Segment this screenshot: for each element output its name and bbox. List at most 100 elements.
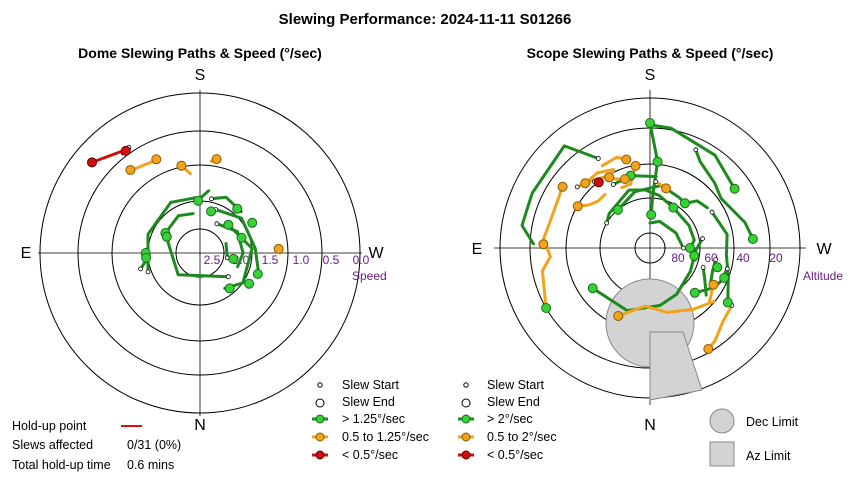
dome-speed-ticks: 2.5 2.0 1.5 1.0 0.5 0.0 xyxy=(204,253,370,267)
scope-compass-south: S xyxy=(645,67,656,84)
scope-slew-end-mid xyxy=(572,201,583,212)
scope-slew-start xyxy=(680,245,686,251)
holdup-time-value: 0.6 mins xyxy=(127,458,174,472)
legend-end-swatch xyxy=(461,398,471,408)
scope-slew-end-fast xyxy=(668,202,679,213)
dome-slew-end-fast xyxy=(161,231,172,242)
dome-compass-south: S xyxy=(195,67,206,84)
dome-legend-mid: 0.5 to 1.25°/sec xyxy=(342,430,429,444)
dome-slew-start xyxy=(145,269,151,275)
dome-slew-end-fast xyxy=(193,195,204,206)
dome-slew-end-fast xyxy=(252,269,263,279)
scope-tick-label: 20 xyxy=(769,251,783,265)
limits-legend: Dec Limit Az Limit xyxy=(709,408,799,467)
scope-slew-end-mid xyxy=(661,183,671,194)
dome-tick-label: 0.0 xyxy=(353,253,370,267)
scope-slew-end-mid xyxy=(708,279,719,290)
scope-slew-end-fast xyxy=(587,283,598,294)
dome-slew-end-mid xyxy=(176,160,187,171)
scope-legend-fast: > 2°/sec xyxy=(487,412,533,426)
dome-tick-label: 0.5 xyxy=(323,253,340,267)
scope-legend: Slew Start Slew End > 2°/sec 0.5 to 2°/s… xyxy=(458,378,557,462)
scope-slew-end-mid xyxy=(557,181,568,192)
scope-slew-end-fast xyxy=(747,234,758,244)
scope-chart-title: Scope Slewing Paths & Speed (°/sec) xyxy=(527,45,774,61)
az-limit-region xyxy=(649,331,703,401)
legend-start-swatch xyxy=(463,382,469,388)
dome-compass-east: E xyxy=(21,245,32,262)
dome-legend-slow: < 0.5°/sec xyxy=(342,448,398,462)
scope-slew-end-fast xyxy=(652,156,663,167)
az-limit-label: Az Limit xyxy=(746,449,791,463)
dome-slew-end-slow xyxy=(87,157,97,168)
scope-slew-start xyxy=(574,184,580,190)
scope-slew-start xyxy=(610,182,616,187)
dome-tick-label: 2.5 xyxy=(204,253,221,267)
scope-slew-start xyxy=(693,147,699,153)
dome-slew-end-fast xyxy=(244,278,255,289)
dome-slew-end-mid xyxy=(125,165,136,175)
holdup-time-label: Total hold-up time xyxy=(12,458,111,472)
dome-tick-label: 1.0 xyxy=(293,253,310,267)
scope-compass-east: E xyxy=(472,241,483,258)
dome-slew-start xyxy=(214,221,220,227)
dome-slew-end-fast xyxy=(228,253,239,264)
dome-slew-end-slow xyxy=(120,145,131,156)
scope-slew-end-fast xyxy=(712,262,723,273)
dome-slew-end-fast xyxy=(236,232,247,243)
scope-slew-end-fast xyxy=(719,273,730,283)
dome-slew-markers xyxy=(87,145,284,294)
dome-slew-start xyxy=(209,196,214,202)
dome-slew-end-fast xyxy=(247,217,258,228)
scope-slew-path-mid xyxy=(576,192,607,208)
dome-axis-name: Speed xyxy=(352,269,387,283)
dome-legend-end: Slew End xyxy=(342,395,395,409)
dome-slew-end-fast xyxy=(224,283,235,294)
scope-slew-end-mid xyxy=(619,174,630,185)
scope-slew-start xyxy=(604,220,610,226)
dec-limit-swatch xyxy=(709,408,735,434)
scope-slew-end-mid xyxy=(621,154,632,165)
dome-compass-north: N xyxy=(194,417,206,434)
scope-slew-end-fast xyxy=(645,118,655,128)
scope-slew-end-mid xyxy=(630,160,641,171)
dome-chart-title: Dome Slewing Paths & Speed (°/sec) xyxy=(78,45,322,61)
scope-legend-slow: < 0.5°/sec xyxy=(487,448,543,462)
scope-slew-start xyxy=(595,156,601,161)
dec-limit-label: Dec Limit xyxy=(746,415,799,429)
dome-legend: Slew Start Slew End > 1.25°/sec 0.5 to 1… xyxy=(312,378,429,462)
scope-slew-start xyxy=(724,266,730,272)
scope-slew-end-fast xyxy=(689,250,700,261)
scope-slew-path-fast xyxy=(520,144,600,246)
scope-slew-path-fast xyxy=(648,123,737,191)
scope-slew-start xyxy=(653,179,659,185)
scope-slew-start xyxy=(713,257,719,263)
dome-compass-west: W xyxy=(368,245,384,262)
scope-legend-start: Slew Start xyxy=(487,378,544,392)
legend-fast-dot xyxy=(315,414,325,424)
holdup-point-label: Hold-up point xyxy=(12,419,87,433)
scope-slew-path-fast xyxy=(648,219,685,250)
scope-slew-path-fast xyxy=(701,265,708,297)
scope-slew-end-mid xyxy=(703,344,714,354)
dome-tick-label: 1.5 xyxy=(262,253,279,267)
legend-fast-dot xyxy=(461,414,471,424)
scope-slew-markers xyxy=(538,118,758,354)
dome-slew-path-fast xyxy=(163,212,195,235)
legend-start-swatch xyxy=(317,382,323,388)
dome-chart: Dome Slewing Paths & Speed (°/sec) S N E… xyxy=(21,45,387,434)
scope-slew-start xyxy=(709,209,715,215)
slews-affected-value: 0/31 (0%) xyxy=(127,438,181,452)
scope-slew-path-mid xyxy=(616,300,716,318)
scope-slew-end-fast xyxy=(685,243,695,253)
scope-limit-shapes xyxy=(605,278,703,401)
legend-mid-dot xyxy=(461,432,471,442)
scope-slew-path-fast xyxy=(591,254,696,313)
scope-slew-end-fast xyxy=(541,303,552,313)
scope-axis-name: Altitude xyxy=(803,269,843,283)
scope-slew-end-fast xyxy=(722,297,733,308)
scope-slew-path-mid xyxy=(540,185,565,310)
scope-legend-end: Slew End xyxy=(487,395,540,409)
scope-slew-end-fast xyxy=(729,183,740,194)
